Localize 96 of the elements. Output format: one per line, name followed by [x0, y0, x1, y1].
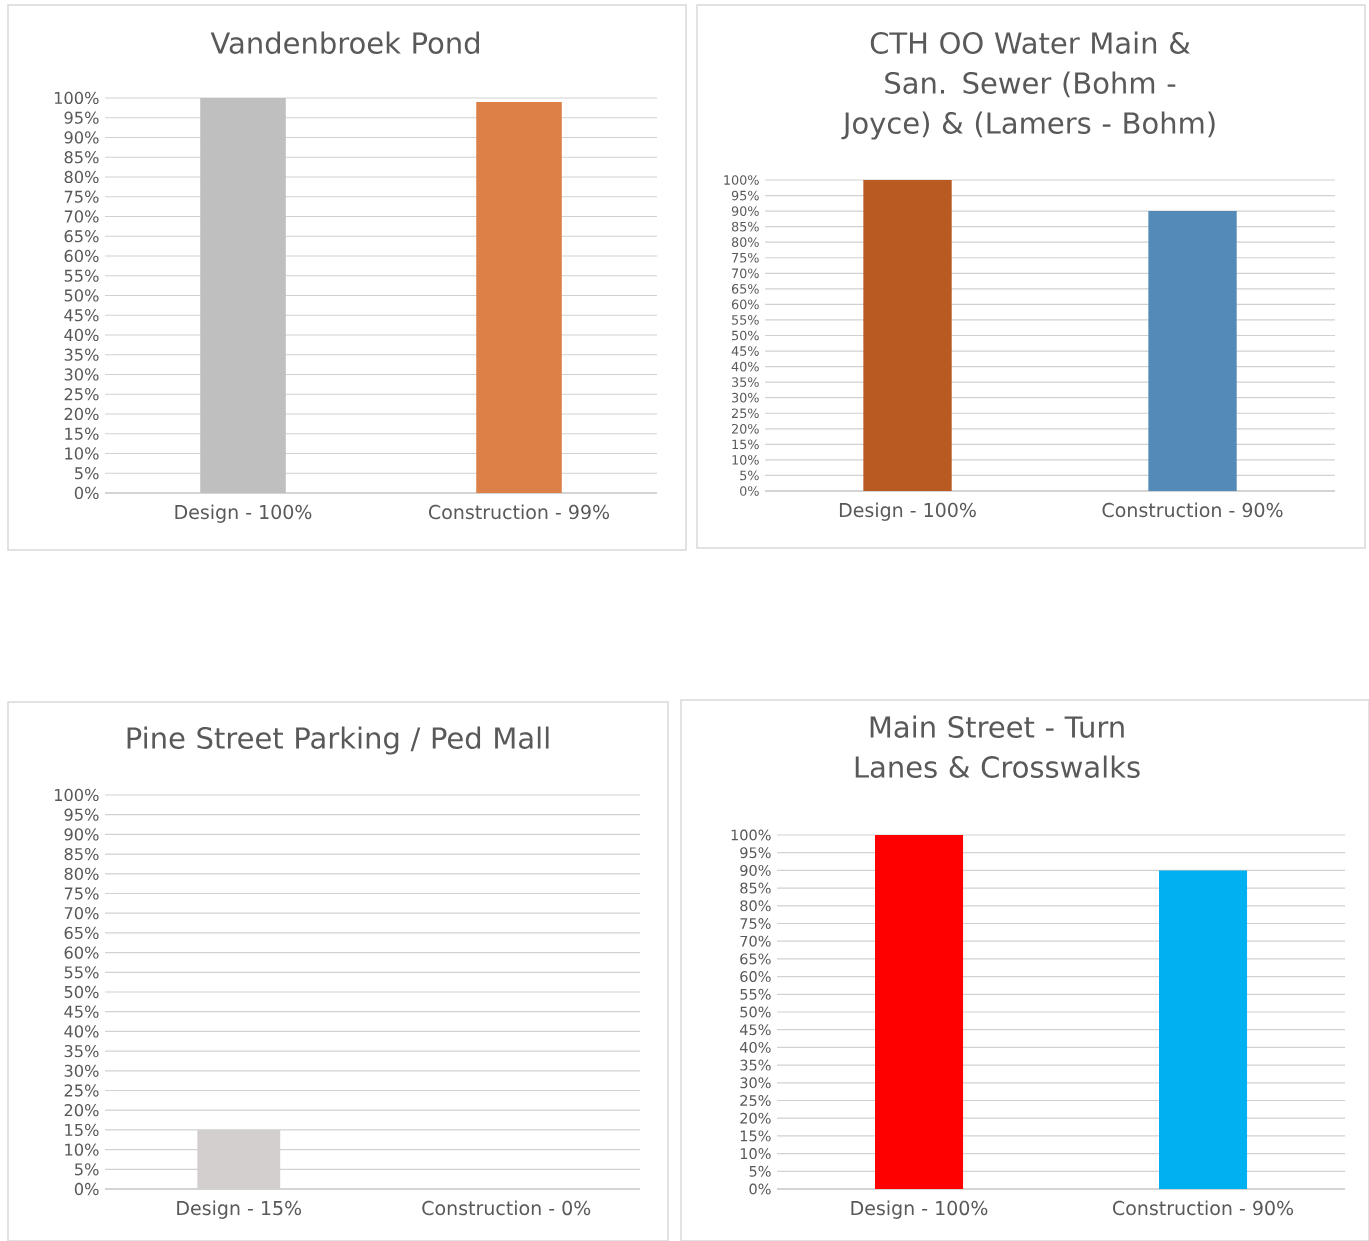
- y-tick-label: 100%: [731, 829, 771, 841]
- y-tick-label: 0%: [74, 486, 99, 500]
- y-tick-label: 15%: [740, 1130, 771, 1142]
- y-tick-label: 65%: [740, 953, 771, 965]
- y-tick-label: 25%: [64, 1084, 99, 1097]
- y-tick-label: 5%: [749, 1165, 771, 1177]
- y-tick-label: 95%: [64, 111, 99, 124]
- chart-title: Pine Street Parking / Ped Mall: [127, 726, 549, 755]
- y-tick-label: 60%: [731, 299, 759, 310]
- y-tick-label: 85%: [64, 847, 99, 861]
- y-tick-label: 90%: [64, 131, 99, 144]
- y-tick-label: 30%: [64, 368, 99, 381]
- y-tick-label: 85%: [64, 151, 99, 164]
- y-tick-label: 70%: [740, 935, 771, 947]
- y-tick-label: 60%: [64, 249, 99, 263]
- y-tick-label: 75%: [64, 887, 99, 900]
- y-tick-label: 20%: [740, 1112, 771, 1124]
- y-tick-label: 40%: [64, 1025, 99, 1038]
- y-tick-label: 15%: [732, 439, 759, 450]
- y-tick-label: 10%: [65, 1143, 99, 1156]
- y-tick-label: 10%: [732, 455, 759, 465]
- y-tick-label: 50%: [740, 1006, 771, 1018]
- y-tick-label: 50%: [732, 330, 759, 341]
- y-tick-label: 90%: [740, 864, 771, 876]
- y-tick-label: 55%: [64, 966, 99, 979]
- y-tick-label: 0%: [740, 486, 759, 496]
- y-tick-label: 35%: [64, 1044, 99, 1058]
- y-tick-label: 15%: [65, 1123, 99, 1137]
- y-tick-label: 95%: [740, 847, 771, 859]
- y-tick-label: 20%: [731, 423, 759, 434]
- y-tick-label: 0%: [74, 1182, 99, 1196]
- y-tick-label: 50%: [64, 289, 99, 302]
- y-tick-label: 80%: [64, 170, 99, 184]
- y-tick-label: 85%: [731, 221, 759, 232]
- y-tick-label: 45%: [739, 1024, 771, 1036]
- y-tick-label: 45%: [64, 1005, 99, 1018]
- y-tick-label: 100%: [54, 788, 99, 802]
- x-tick-label: Construction - 90%: [1113, 1200, 1294, 1216]
- y-tick-label: 10%: [65, 447, 99, 460]
- y-tick-label: 55%: [64, 269, 99, 282]
- y-tick-label: 80%: [64, 867, 99, 880]
- y-tick-label: 5%: [75, 1163, 99, 1176]
- y-tick-label: 45%: [731, 346, 759, 356]
- y-tick-label: 95%: [64, 808, 99, 821]
- x-tick-label: Design - 15%: [177, 1200, 302, 1219]
- y-tick-label: 75%: [740, 918, 771, 929]
- x-tick-label: Design - 100%: [839, 502, 976, 521]
- chart-title: Main Street - Turn Lanes & Crosswalks: [855, 715, 1140, 778]
- y-tick-label: 80%: [740, 900, 771, 912]
- y-tick-label: 20%: [64, 1104, 99, 1117]
- x-tick-label: Design - 100%: [851, 1200, 988, 1219]
- x-tick-label: Construction - 99%: [429, 504, 610, 520]
- y-tick-label: 35%: [740, 1059, 771, 1071]
- y-tick-label: 85%: [740, 882, 771, 894]
- y-tick-label: 70%: [64, 907, 99, 920]
- y-tick-label: 0%: [749, 1183, 771, 1195]
- y-tick-label: 25%: [740, 1095, 771, 1106]
- x-tick-label: Construction - 0%: [422, 1200, 591, 1216]
- y-tick-label: 25%: [731, 408, 759, 419]
- y-tick-label: 90%: [731, 206, 759, 216]
- y-tick-label: 80%: [731, 237, 759, 248]
- y-tick-label: 30%: [64, 1064, 99, 1077]
- y-tick-label: 45%: [64, 309, 99, 322]
- y-tick-label: 50%: [64, 985, 99, 999]
- y-tick-label: 20%: [64, 407, 99, 421]
- x-tick-label: Design - 100%: [175, 504, 312, 523]
- y-tick-label: 70%: [64, 210, 99, 223]
- y-tick-label: 65%: [64, 926, 99, 940]
- y-tick-label: 90%: [64, 828, 99, 841]
- y-tick-label: 100%: [724, 175, 759, 185]
- y-tick-label: 70%: [732, 268, 759, 279]
- y-tick-label: 35%: [732, 377, 759, 387]
- y-tick-label: 75%: [64, 190, 99, 203]
- y-tick-label: 5%: [75, 467, 99, 480]
- chart-title: Vandenbroek Pond: [210, 31, 479, 54]
- y-tick-label: 75%: [732, 252, 759, 263]
- y-tick-label: 10%: [740, 1148, 771, 1160]
- y-tick-label: 5%: [740, 470, 759, 481]
- y-tick-label: 55%: [732, 315, 759, 325]
- y-tick-label: 40%: [739, 1041, 771, 1053]
- y-tick-label: 30%: [732, 392, 759, 403]
- x-tick-label: Construction - 90%: [1102, 502, 1283, 518]
- y-tick-label: 15%: [65, 427, 99, 440]
- y-tick-label: 95%: [731, 190, 759, 201]
- y-tick-label: 30%: [740, 1077, 771, 1089]
- y-tick-label: 60%: [64, 946, 99, 959]
- y-tick-label: 35%: [64, 348, 99, 361]
- chart-title: CTH OO Water Main & San. Sewer (Bohm - Joyce) & (Lamers - Bohm): [841, 31, 1215, 140]
- y-tick-label: 100%: [54, 91, 99, 105]
- y-tick-label: 55%: [740, 988, 771, 1000]
- y-tick-label: 25%: [64, 388, 99, 401]
- y-tick-label: 65%: [731, 283, 759, 294]
- y-tick-label: 60%: [740, 971, 771, 983]
- y-tick-label: 40%: [64, 328, 99, 342]
- y-tick-label: 40%: [731, 361, 759, 372]
- y-tick-label: 65%: [64, 230, 99, 243]
